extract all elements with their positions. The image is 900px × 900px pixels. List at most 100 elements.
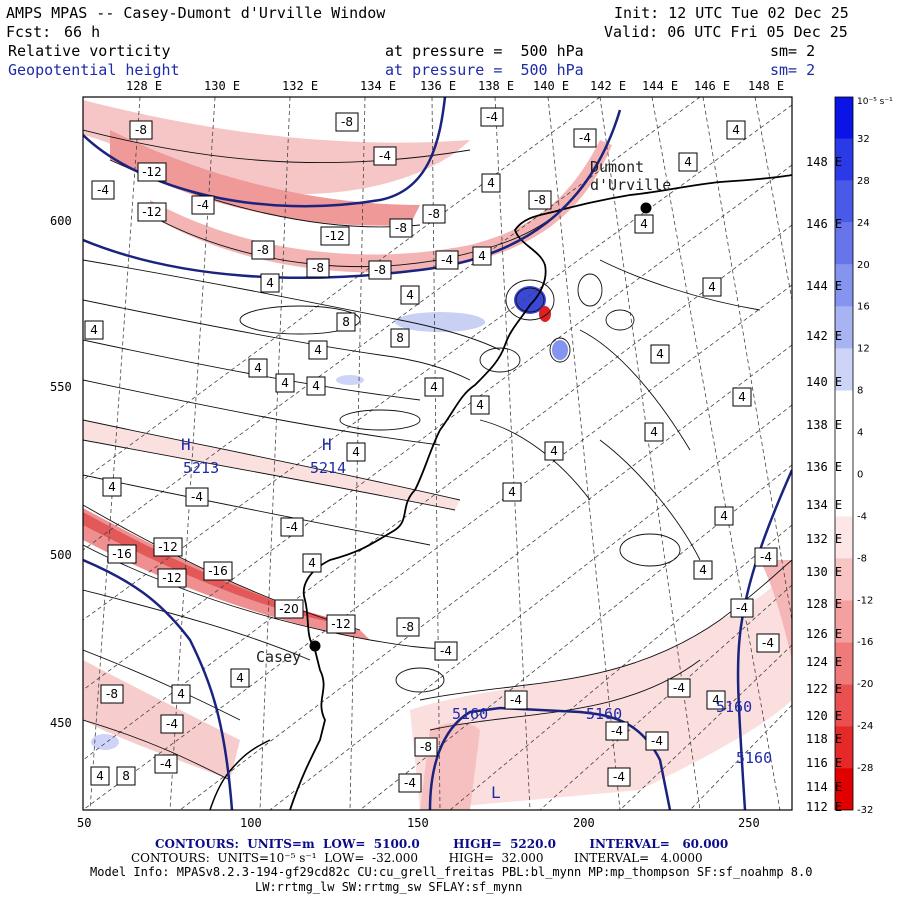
field2-smoothing: sm= 2 xyxy=(770,61,816,79)
right-longitude-label: 148 E xyxy=(806,155,843,169)
contour-label: -8 xyxy=(100,684,124,704)
colorbar-swatch xyxy=(835,684,853,727)
contour-label-text: 4 xyxy=(699,563,707,577)
contour-label: 4 xyxy=(502,482,522,502)
high-2-value: 5214 xyxy=(310,459,347,477)
contour-label-text: -4 xyxy=(651,734,663,748)
colorbar-swatch xyxy=(835,474,853,517)
colorbar-swatch xyxy=(835,432,853,475)
contour-label-text: 4 xyxy=(96,769,104,783)
contour-label-text: -8 xyxy=(374,263,386,277)
contour-label: 4 xyxy=(424,377,444,397)
high-1-label: H xyxy=(181,435,191,454)
contour-label: -12 xyxy=(137,202,167,222)
contour-label-text: -12 xyxy=(142,165,162,179)
contour-label-text: -4 xyxy=(611,724,623,738)
contour-label: 4 xyxy=(306,376,326,396)
contour-label: 4 xyxy=(90,766,110,786)
contour-label-text: -4 xyxy=(510,693,522,707)
contour-label: -4 xyxy=(756,633,780,653)
contour-label-text: 4 xyxy=(708,280,716,294)
colorbar-label: 0 xyxy=(857,469,863,480)
contour-label-text: -12 xyxy=(142,205,162,219)
longitude-label: 140 E xyxy=(533,79,570,93)
colorbar-swatch xyxy=(835,768,853,810)
footer-vorticity-contours: CONTOURS: UNITS=10⁻⁵ s⁻¹ LOW= -32.000 HI… xyxy=(131,851,703,865)
contour-label-text: 4 xyxy=(684,155,692,169)
contour-label: -12 xyxy=(137,162,167,182)
contour-label-text: -12 xyxy=(158,540,178,554)
contour-label: -4 xyxy=(435,250,459,270)
longitude-label: 144 E xyxy=(642,79,679,93)
contour-label: -8 xyxy=(396,617,420,637)
contour-label-text: -4 xyxy=(440,644,452,658)
colorbar-swatch xyxy=(835,306,853,349)
contour-label-text: -4 xyxy=(97,183,109,197)
right-longitude-label: 128 E xyxy=(806,597,843,611)
contour-label-text: -4 xyxy=(760,550,772,564)
contour-label: -4 xyxy=(398,773,422,793)
colorbar-label: 12 xyxy=(857,344,870,355)
contour-label-text: -4 xyxy=(613,770,625,784)
footer-model-info: Model Info: MPASv8.2.3-194-gf29cd82c CU:… xyxy=(90,865,813,879)
contour-label: -16 xyxy=(203,561,233,581)
contour-label: -4 xyxy=(754,547,778,567)
x-tick-label: 50 xyxy=(77,816,92,830)
colorbar-label: 8 xyxy=(857,386,863,397)
contour-label-text: -8 xyxy=(420,740,432,754)
longitude-label: 148 E xyxy=(748,79,785,93)
y-tick-label: 600 xyxy=(50,214,72,228)
map-title: AMPS MPAS -- Casey-Dumont d'Urville Wind… xyxy=(6,4,386,22)
field2-name: Geopotential height xyxy=(8,61,180,79)
contour-label: 4 xyxy=(275,373,295,393)
contour-label-text: 4 xyxy=(656,347,664,361)
contour-label-text: 4 xyxy=(266,276,274,290)
contour-label: 4 xyxy=(644,422,664,442)
contour-label-text: 4 xyxy=(281,376,289,390)
dumont-durville-marker xyxy=(640,202,652,214)
contour-label-text: -4 xyxy=(166,717,178,731)
contour-label-text: 4 xyxy=(312,379,320,393)
longitude-label: 142 E xyxy=(590,79,627,93)
contour-label-text: -8 xyxy=(106,687,118,701)
contour-label: -4 xyxy=(154,754,178,774)
colorbar-swatch xyxy=(835,348,853,391)
map-frame xyxy=(82,96,793,811)
contour-label: 4 xyxy=(302,553,322,573)
height-label-5160: 5160 xyxy=(586,705,623,723)
contour-label: 4 xyxy=(544,441,564,461)
contour-label-text: 4 xyxy=(308,556,316,570)
colorbar-swatch xyxy=(835,138,853,181)
contour-label: -8 xyxy=(389,218,413,238)
contour-label-text: 4 xyxy=(314,343,322,357)
contour-label: -8 xyxy=(251,240,275,260)
contour-label-text: 4 xyxy=(732,123,740,137)
contour-label: -8 xyxy=(414,737,438,757)
contour-label-text: 4 xyxy=(650,425,658,439)
longitude-label: 146 E xyxy=(694,79,731,93)
forecast-value: 66 h xyxy=(64,23,101,41)
contour-label: -12 xyxy=(153,537,183,557)
colorbar-label: -20 xyxy=(857,679,873,690)
colorbar-swatch xyxy=(835,600,853,643)
low-label: L xyxy=(491,783,501,802)
forecast-label: Fcst: xyxy=(6,23,52,41)
contour-label: 4 xyxy=(650,344,670,364)
contour-label: 4 xyxy=(693,560,713,580)
contour-label: 4 xyxy=(702,277,722,297)
colorbar-swatch xyxy=(835,264,853,307)
contour-label: 4 xyxy=(346,442,366,462)
contour-label: -8 xyxy=(422,204,446,224)
contour-label-text: 4 xyxy=(487,176,495,190)
contour-label: -8 xyxy=(306,258,330,278)
right-longitude-label: 140 E xyxy=(806,375,843,389)
contour-label-text: -16 xyxy=(112,547,132,561)
contour-label: 4 xyxy=(248,358,268,378)
contour-label: 4 xyxy=(472,246,492,266)
colorbar-label: -8 xyxy=(857,553,867,564)
colorbar-label: 32 xyxy=(857,134,870,145)
contour-label: 8 xyxy=(116,766,136,786)
colorbar-swatch xyxy=(835,516,853,559)
longitude-label: 138 E xyxy=(478,79,515,93)
